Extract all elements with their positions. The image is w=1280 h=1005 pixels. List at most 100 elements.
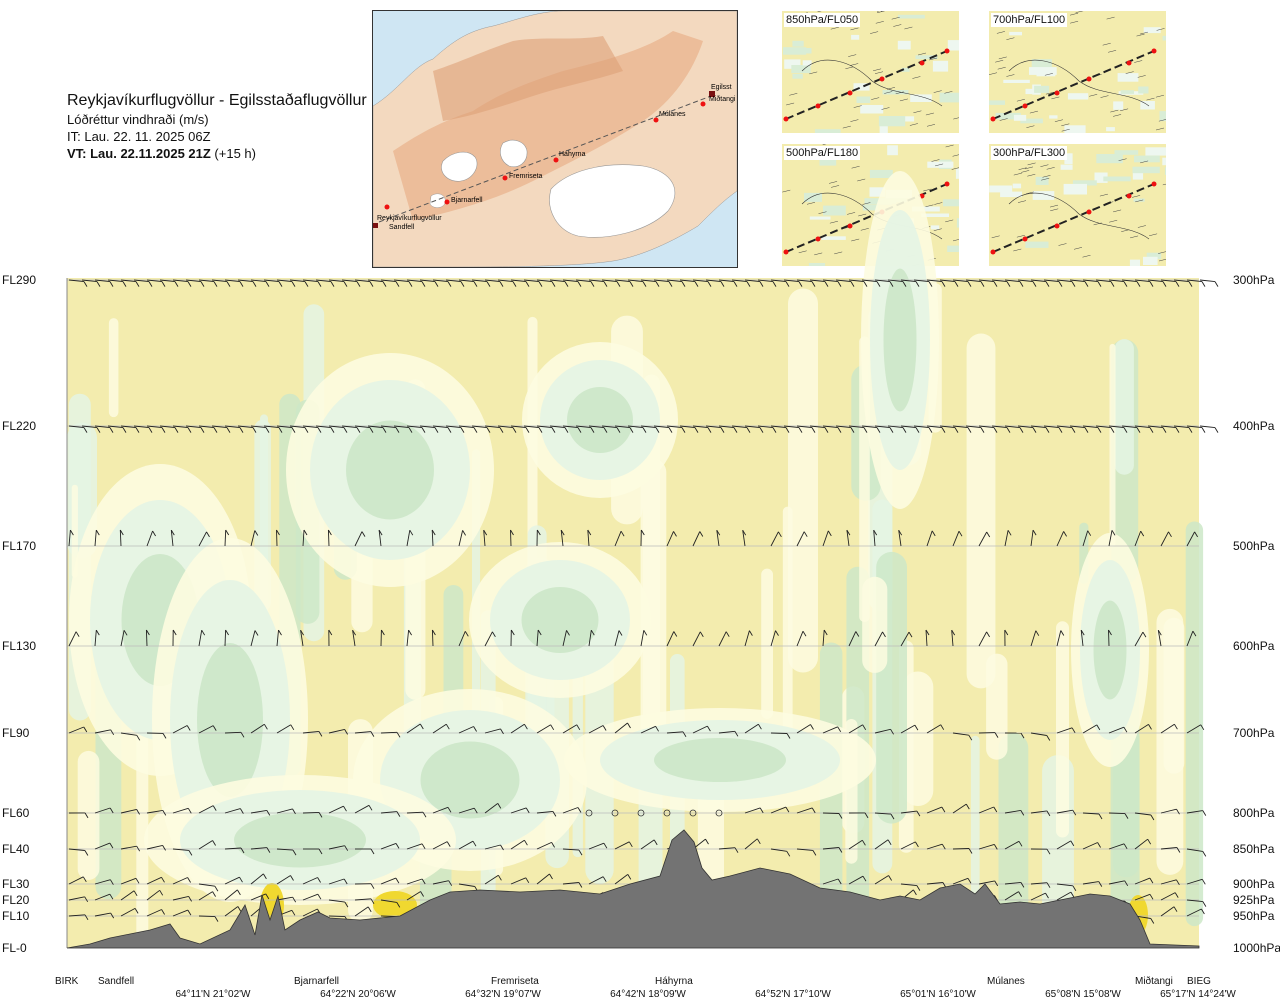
station-label: Múlanes bbox=[987, 976, 1025, 987]
wind-barb bbox=[302, 811, 320, 814]
wind-barb-feather bbox=[473, 281, 478, 287]
wind-barb bbox=[666, 531, 674, 547]
panel-barb bbox=[1016, 234, 1025, 238]
wind-barb-feather bbox=[941, 806, 946, 813]
panel-route-point bbox=[847, 90, 853, 96]
wind-barb bbox=[224, 529, 227, 547]
wind-barb-feather bbox=[994, 732, 999, 738]
wind-barb bbox=[1030, 425, 1047, 429]
panel-field-patch bbox=[912, 206, 940, 212]
wind-barb bbox=[1160, 892, 1176, 901]
panel-barb bbox=[1162, 183, 1166, 186]
station-label: BIEG bbox=[1187, 976, 1211, 987]
panel-850-map bbox=[783, 11, 959, 133]
wind-barb bbox=[1186, 878, 1203, 885]
wind-barb-feather bbox=[174, 427, 179, 433]
wind-barb-feather bbox=[968, 734, 973, 741]
wind-barb-feather bbox=[733, 281, 738, 287]
panel-barb bbox=[814, 252, 823, 256]
panel-barb bbox=[1082, 254, 1091, 258]
wind-barb-feather bbox=[862, 875, 867, 882]
wind-barb-feather bbox=[473, 726, 477, 732]
wind-barb-feather bbox=[772, 427, 777, 433]
panel-field-patch bbox=[814, 129, 841, 133]
wind-barb bbox=[1134, 838, 1148, 850]
field-blob-core bbox=[1093, 600, 1127, 700]
field-streak bbox=[1185, 521, 1204, 927]
wind-barb-feather bbox=[993, 427, 998, 433]
panel-barb bbox=[1016, 98, 1025, 102]
panel-barb bbox=[1017, 200, 1027, 203]
wind-barb bbox=[146, 279, 163, 283]
wind-barb bbox=[1069, 425, 1086, 429]
wind-barb-feather bbox=[668, 427, 673, 433]
wind-barb bbox=[742, 530, 746, 547]
wind-barb bbox=[406, 630, 410, 647]
wind-barb-feather bbox=[225, 629, 229, 636]
wind-barb-feather bbox=[1174, 892, 1179, 898]
wind-barb bbox=[952, 531, 960, 547]
wind-barb-feather bbox=[263, 873, 267, 880]
wind-barb-feather bbox=[1071, 427, 1076, 433]
wind-barb bbox=[471, 279, 488, 283]
wind-barb bbox=[198, 279, 215, 283]
wind-barb-feather bbox=[96, 427, 101, 433]
wind-barb bbox=[146, 909, 162, 917]
wind-barb bbox=[224, 629, 227, 647]
wind-barb-feather bbox=[240, 732, 245, 738]
wind-barb bbox=[1004, 891, 1019, 901]
panel-field-patch bbox=[1096, 154, 1123, 164]
wind-barb bbox=[211, 279, 228, 283]
wind-barb bbox=[406, 843, 423, 850]
field-blob-core bbox=[420, 741, 520, 819]
wind-barb-feather bbox=[119, 529, 124, 536]
wind-barb bbox=[770, 531, 779, 547]
wind-barb-feather bbox=[1020, 882, 1025, 888]
wind-barb bbox=[484, 844, 501, 850]
wind-barb-feather bbox=[524, 839, 528, 846]
panel-field-patch bbox=[989, 100, 1005, 105]
wind-barb-feather bbox=[587, 529, 592, 536]
wind-barb bbox=[120, 732, 137, 736]
wind-barb bbox=[926, 806, 943, 814]
wind-barb bbox=[432, 841, 448, 850]
panel-barb bbox=[904, 26, 913, 30]
wind-barb bbox=[289, 425, 306, 429]
coordinate-label: 65°01'N 16°10'W bbox=[900, 989, 976, 1000]
panel-barb bbox=[822, 144, 827, 145]
wind-barb-feather bbox=[862, 724, 867, 731]
panel-field-patch bbox=[784, 59, 801, 69]
wind-barb-feather bbox=[292, 849, 297, 856]
wind-barb bbox=[198, 725, 214, 734]
wind-barb-feather bbox=[84, 812, 89, 819]
wind-barb bbox=[133, 425, 150, 429]
wind-barb bbox=[224, 889, 238, 901]
panel-coastline bbox=[1008, 59, 1150, 107]
wind-barb-feather bbox=[1080, 629, 1085, 636]
wind-barb-feather bbox=[603, 842, 608, 849]
wind-barb bbox=[1004, 279, 1021, 283]
wind-barb-feather bbox=[109, 807, 114, 814]
wind-barb-feather bbox=[212, 840, 216, 846]
wind-barb-feather bbox=[552, 811, 557, 817]
wind-barb bbox=[458, 840, 474, 850]
wind-barb-feather bbox=[370, 731, 375, 737]
wind-barb bbox=[822, 425, 839, 429]
wind-barb bbox=[770, 425, 787, 429]
wind-barb-feather bbox=[1148, 724, 1152, 730]
wind-barb-feather bbox=[1136, 427, 1141, 433]
wind-barb bbox=[380, 731, 398, 734]
field-blob-core bbox=[654, 738, 786, 782]
panel-field-patch bbox=[808, 263, 826, 266]
panel-barb bbox=[809, 71, 818, 75]
wind-barb-feather bbox=[110, 729, 115, 736]
panel-barb bbox=[952, 154, 959, 157]
field-streak bbox=[998, 733, 1029, 948]
wind-barb-feather bbox=[620, 530, 625, 537]
wind-barb bbox=[328, 279, 345, 283]
panel-field-patch bbox=[878, 116, 906, 127]
wind-barb-feather bbox=[629, 427, 634, 433]
wind-barb-feather bbox=[560, 529, 565, 536]
wind-barb bbox=[1004, 881, 1021, 885]
wind-barb bbox=[965, 425, 982, 429]
